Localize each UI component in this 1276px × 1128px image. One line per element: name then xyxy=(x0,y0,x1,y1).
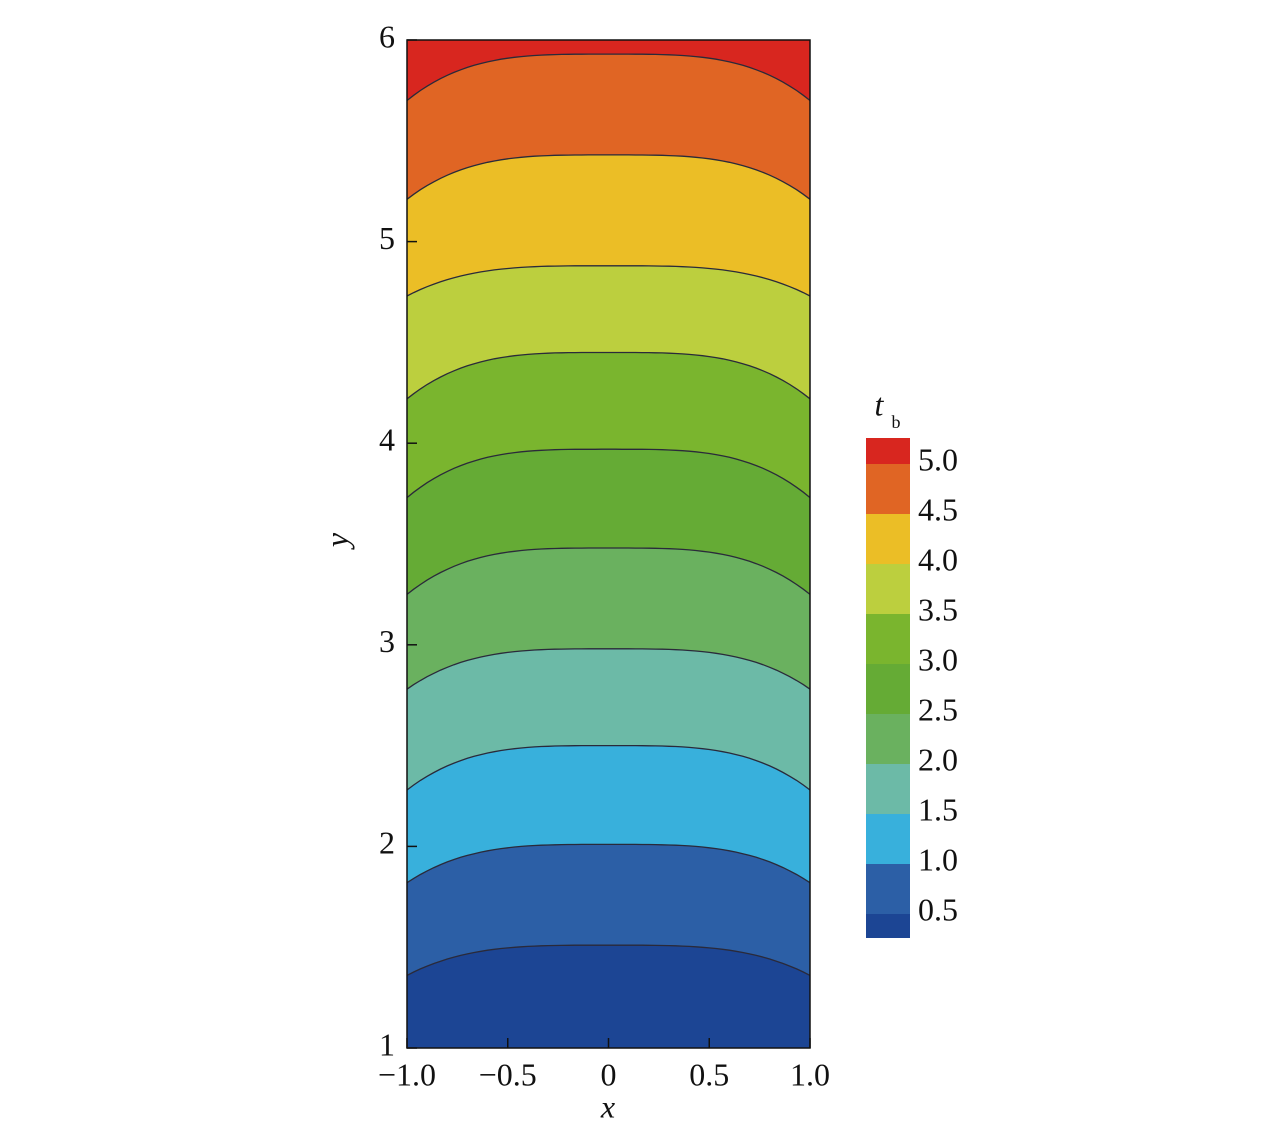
contour-band xyxy=(407,40,810,200)
y-tick-label: 4 xyxy=(379,422,395,458)
colorbar-tick-label: 2.5 xyxy=(918,691,958,727)
contour-band xyxy=(407,40,810,101)
y-tick-label: 3 xyxy=(379,623,395,659)
x-tick-label: 0 xyxy=(601,1056,617,1092)
colorbar-segment xyxy=(866,613,910,663)
colorbar-segment xyxy=(866,813,910,863)
colorbar-tick-label: 0.5 xyxy=(918,891,958,927)
contour-line xyxy=(406,265,811,297)
colorbar-segment xyxy=(866,913,910,938)
contour-line xyxy=(406,843,811,884)
colorbar-segment xyxy=(866,663,910,713)
contour-line xyxy=(406,154,811,200)
contour-line xyxy=(406,351,811,400)
colorbar-segment xyxy=(866,513,910,563)
x-tick-label: 1.0 xyxy=(790,1056,830,1092)
contour-line xyxy=(406,648,811,690)
colorbar-segment xyxy=(866,463,910,513)
y-tick-label: 5 xyxy=(379,220,395,256)
contour-line xyxy=(406,53,811,102)
y-tick-label: 1 xyxy=(379,1026,395,1062)
y-tick-label: 6 xyxy=(379,18,395,54)
colorbar-segment xyxy=(866,438,910,463)
colorbar-title-subscript: b xyxy=(892,412,901,432)
colorbar-tick-label: 4.5 xyxy=(918,491,958,527)
colorbar-tick-label: 1.0 xyxy=(918,841,958,877)
x-tick-label: 0.5 xyxy=(689,1056,729,1092)
colorbar-tick-label: 1.5 xyxy=(918,791,958,827)
colorbar-segment xyxy=(866,563,910,613)
x-tick-label: −1.0 xyxy=(378,1056,436,1092)
contour-line xyxy=(406,547,811,595)
colorbar-tick-label: 5.0 xyxy=(918,441,958,477)
colorbar-segment xyxy=(866,713,910,763)
contour-line xyxy=(406,448,811,499)
colorbar-segment xyxy=(866,863,910,913)
colorbar-tick-label: 3.5 xyxy=(918,591,958,627)
colorbar-segment xyxy=(866,763,910,813)
colorbar-title: t xyxy=(875,386,885,422)
x-axis-label: x xyxy=(600,1088,615,1124)
x-tick-label: −0.5 xyxy=(479,1056,537,1092)
y-axis-label: y xyxy=(318,532,354,550)
colorbar-tick-label: 2.0 xyxy=(918,741,958,777)
colorbar-tick-label: 4.0 xyxy=(918,541,958,577)
contour-line xyxy=(406,944,811,976)
contour-line xyxy=(406,744,811,791)
y-tick-label: 2 xyxy=(379,825,395,861)
colorbar-tick-label: 3.0 xyxy=(918,641,958,677)
